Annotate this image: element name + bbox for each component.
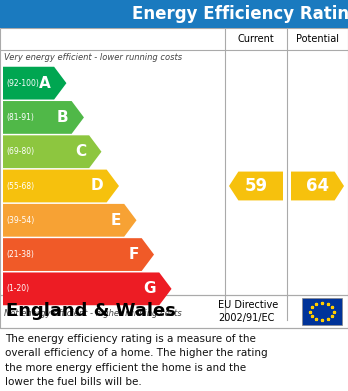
Text: C: C xyxy=(75,144,86,159)
Text: Current: Current xyxy=(238,34,274,44)
Text: (1-20): (1-20) xyxy=(6,284,29,293)
Text: 64: 64 xyxy=(306,177,329,195)
Polygon shape xyxy=(3,170,119,203)
Polygon shape xyxy=(3,273,172,305)
Bar xyxy=(0,28,348,320)
Polygon shape xyxy=(3,101,84,134)
Text: Very energy efficient - lower running costs: Very energy efficient - lower running co… xyxy=(4,54,182,63)
Text: 59: 59 xyxy=(244,177,268,195)
Text: Potential: Potential xyxy=(296,34,339,44)
Polygon shape xyxy=(3,238,154,271)
Text: D: D xyxy=(91,179,104,194)
Text: Energy Efficiency Rating: Energy Efficiency Rating xyxy=(132,5,348,23)
Text: F: F xyxy=(128,247,139,262)
Polygon shape xyxy=(229,172,283,201)
Text: England & Wales: England & Wales xyxy=(6,303,176,321)
Polygon shape xyxy=(291,172,344,201)
Text: B: B xyxy=(57,110,69,125)
Bar xyxy=(0,295,348,328)
Text: (92-100): (92-100) xyxy=(6,79,39,88)
Text: (21-38): (21-38) xyxy=(6,250,34,259)
Text: E: E xyxy=(111,213,121,228)
Text: The energy efficiency rating is a measure of the
overall efficiency of a home. T: The energy efficiency rating is a measur… xyxy=(5,334,268,387)
Text: Not energy efficient - higher running costs: Not energy efficient - higher running co… xyxy=(4,308,182,317)
Bar xyxy=(0,0,348,28)
Polygon shape xyxy=(3,67,66,100)
Text: G: G xyxy=(144,282,156,296)
Text: (69-80): (69-80) xyxy=(6,147,34,156)
Text: EU Directive
2002/91/EC: EU Directive 2002/91/EC xyxy=(218,300,278,323)
Text: (55-68): (55-68) xyxy=(6,181,34,190)
Text: (81-91): (81-91) xyxy=(6,113,34,122)
Text: (39-54): (39-54) xyxy=(6,216,34,225)
Bar xyxy=(302,298,342,325)
Text: A: A xyxy=(39,75,51,91)
Polygon shape xyxy=(3,204,136,237)
Polygon shape xyxy=(3,135,102,168)
